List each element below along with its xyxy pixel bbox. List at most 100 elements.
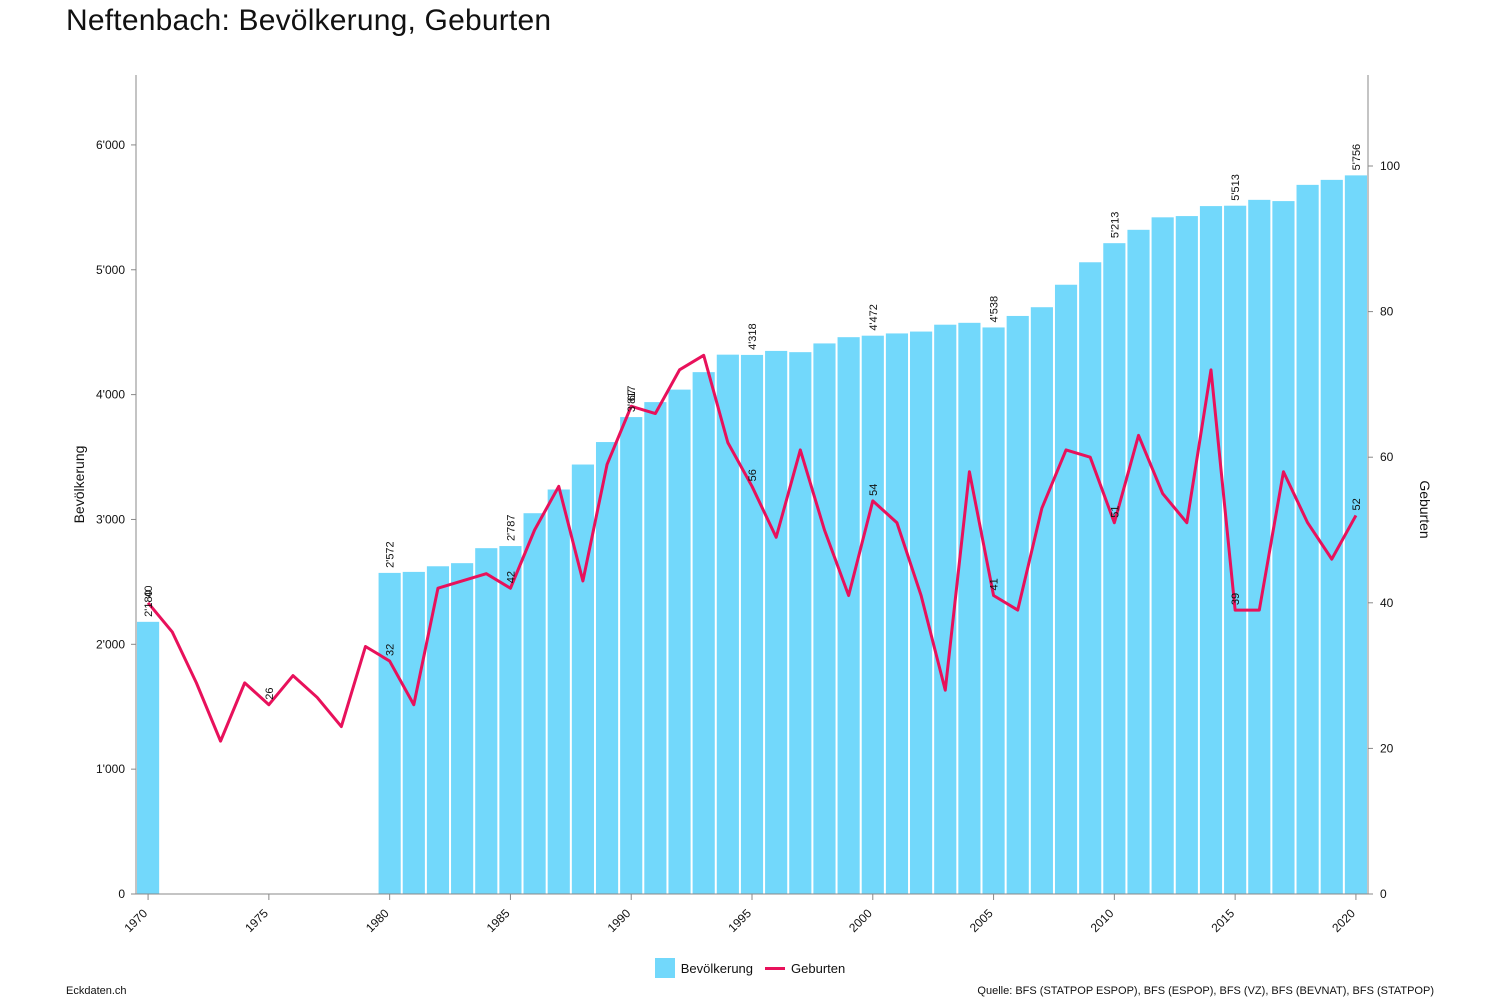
bar-2010 [1103, 243, 1126, 894]
bar-data-label-2020: 5'756 [1351, 144, 1363, 171]
bar-2013 [1175, 216, 1198, 894]
bar-1993 [692, 372, 715, 894]
legend-item-bevoelkerung: Bevölkerung [654, 958, 754, 978]
y-right-tick-label: 40 [1380, 596, 1394, 610]
line-data-label-2015: 39 [1230, 593, 1242, 605]
bar-1989 [595, 442, 619, 894]
bar-1992 [668, 389, 691, 894]
bar-data-label-1990: 3'817 [626, 386, 638, 413]
y-left-tick-label: 4'000 [96, 388, 125, 402]
y-left-tick-label: 2'000 [96, 637, 125, 651]
x-tick-label: 2020 [1329, 906, 1358, 935]
bar-1983 [451, 563, 474, 894]
bar-1990 [620, 417, 643, 894]
bar-data-label-1980: 2'572 [385, 541, 397, 568]
chart-title: Neftenbach: Bevölkerung, Geburten [66, 4, 552, 37]
x-tick-label: 1980 [363, 906, 392, 935]
bar-1995 [740, 354, 764, 895]
y-left-tick-label: 6'000 [96, 138, 125, 152]
bar-2001 [885, 333, 909, 894]
y-right-tick-label: 0 [1380, 887, 1387, 901]
legend-swatch-line [765, 966, 786, 970]
legend-label-geburten: Geburten [791, 960, 846, 976]
bar-1984 [475, 548, 498, 894]
line-data-label-1970: 40 [143, 586, 155, 598]
y-left-axis-title: Bevölkerung [71, 446, 87, 524]
footer-brand: Eckdaten.ch [66, 985, 127, 997]
x-tick-label: 2015 [1208, 906, 1237, 935]
bar-2015 [1224, 205, 1247, 894]
y-right-tick-label: 60 [1380, 450, 1394, 464]
line-data-label-1975: 26 [264, 687, 276, 699]
bar-1981 [402, 571, 425, 894]
bar-2018 [1296, 184, 1319, 895]
bar-2004 [958, 322, 981, 895]
bar-1985 [499, 546, 522, 894]
legend-label-bevoelkerung: Bevölkerung [680, 960, 754, 976]
bar-2008 [1054, 284, 1078, 894]
bar-2014 [1199, 206, 1223, 894]
x-tick-label: 1985 [484, 906, 513, 935]
bar-data-label-2010: 5'213 [1109, 212, 1121, 239]
bar-data-label-1995: 4'318 [747, 323, 759, 350]
x-tick-label: 1970 [121, 906, 150, 935]
bar-data-label-1970: 2'180 [143, 590, 155, 617]
line-data-label-1985: 42 [505, 571, 517, 583]
x-tick-label: 2010 [1088, 906, 1117, 935]
y-left-tick-label: 3'000 [96, 512, 125, 526]
x-tick-label: 2005 [967, 906, 996, 935]
line-data-label-2020: 52 [1351, 498, 1363, 510]
bar-2020 [1344, 175, 1367, 894]
bar-1982 [426, 566, 450, 894]
bar-1970 [137, 621, 160, 894]
bar-2003 [934, 324, 957, 894]
bar-1991 [644, 402, 667, 894]
bar-2019 [1320, 179, 1343, 894]
x-tick-label: 1990 [605, 906, 634, 935]
y-left-tick-label: 0 [118, 887, 125, 901]
bar-2002 [910, 331, 933, 894]
line-data-label-2000: 54 [868, 484, 880, 496]
x-tick-label: 2000 [846, 906, 875, 935]
line-data-label-1990: 67 [626, 389, 638, 401]
y-right-tick-label: 100 [1380, 159, 1400, 173]
bar-1999 [837, 337, 860, 894]
bar-2007 [1030, 307, 1053, 895]
y-right-axis-title: Geburten [1417, 480, 1433, 538]
y-left-tick-label: 1'000 [96, 762, 125, 776]
legend: Bevölkerung Geburten [0, 958, 1500, 978]
bar-1998 [813, 343, 836, 894]
bar-2012 [1151, 217, 1174, 894]
bar-2017 [1272, 201, 1295, 894]
x-tick-label: 1995 [725, 906, 754, 935]
bar-2016 [1248, 199, 1271, 895]
bar-2009 [1079, 262, 1102, 894]
y-left-tick-label: 5'000 [96, 263, 125, 277]
legend-item-geburten: Geburten [765, 961, 845, 976]
line-data-label-2010: 51 [1109, 505, 1121, 517]
bar-2000 [861, 335, 884, 894]
bar-data-label-2000: 4'472 [868, 304, 880, 331]
bar-data-label-1985: 2'787 [505, 514, 517, 541]
bar-1980 [378, 572, 401, 894]
line-geburten [146, 353, 1358, 743]
bar-1988 [571, 464, 594, 894]
y-right-tick-label: 20 [1380, 741, 1394, 755]
line-data-label-1980: 32 [385, 644, 397, 656]
bar-2005 [982, 327, 1005, 894]
bar-2011 [1127, 229, 1150, 894]
bar-1994 [716, 354, 739, 894]
line-data-label-1995: 56 [747, 469, 759, 481]
bar-1996 [765, 350, 788, 895]
y-right-tick-label: 80 [1380, 305, 1394, 319]
bar-1997 [789, 352, 812, 894]
bar-1986 [523, 513, 546, 894]
bar-data-label-2005: 4'538 [989, 296, 1001, 323]
footer-source: Quelle: BFS (STATPOP ESPOP), BFS (ESPOP)… [977, 985, 1434, 997]
line-data-label-2005: 41 [989, 578, 1001, 590]
x-tick-label: 1975 [242, 906, 271, 935]
bar-data-label-2015: 5'513 [1230, 174, 1242, 201]
legend-swatch-bar [654, 958, 675, 978]
bar-1987 [547, 489, 570, 894]
